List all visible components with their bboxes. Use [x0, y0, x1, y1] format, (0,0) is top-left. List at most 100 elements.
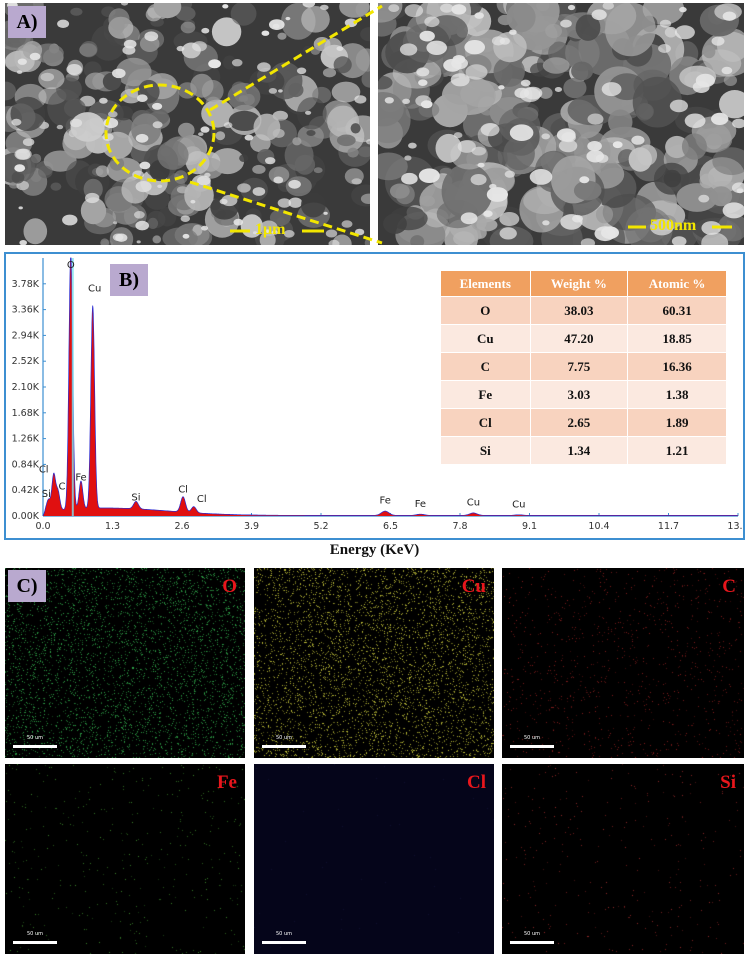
- sem-highlight: [669, 99, 688, 113]
- x-tick-label: 9.1: [522, 521, 537, 532]
- peak-label: Cu: [512, 499, 525, 510]
- sem-highlight: [684, 113, 706, 129]
- x-tick-label: 10.4: [588, 521, 609, 532]
- sem-grain: [249, 68, 285, 95]
- sem-highlight: [108, 110, 118, 118]
- sem-highlight: [404, 155, 412, 161]
- sem-highlight: [464, 40, 485, 55]
- sem-highlight: [602, 3, 614, 10]
- sem-highlight: [579, 176, 590, 184]
- sem-highlight: [190, 199, 196, 204]
- sem-grain: [153, 3, 182, 19]
- sem-grain: [38, 68, 65, 90]
- sem-highlight: [99, 97, 108, 104]
- sem-grain: [497, 14, 513, 26]
- sem-highlight: [499, 227, 517, 240]
- sem-grain: [719, 90, 744, 119]
- sem-grain: [503, 136, 535, 171]
- sem-highlight: [208, 59, 222, 69]
- sem-highlight: [305, 110, 312, 115]
- sem-left-scale-bar: 1μm: [228, 220, 328, 242]
- sem-highlight: [722, 11, 737, 21]
- sem-grain: [253, 113, 281, 141]
- map-element-label: C: [722, 576, 736, 597]
- table-cell: O: [440, 296, 531, 325]
- sem-highlight: [197, 175, 211, 186]
- sem-highlight: [16, 70, 23, 74]
- y-tick-label: 0.42K: [12, 485, 40, 496]
- sem-highlight: [474, 12, 484, 19]
- sem-highlight: [399, 43, 418, 56]
- sem-highlight: [443, 58, 462, 72]
- sem-highlight: [11, 118, 22, 126]
- table-cell: 7.75: [529, 352, 629, 381]
- sem-highlight: [285, 16, 291, 21]
- table-row: Cu 47.20 18.85: [440, 324, 727, 353]
- sem-highlight: [498, 85, 505, 90]
- sem-image-high-mag: [378, 3, 744, 245]
- sem-grain: [180, 21, 196, 34]
- sem-highlight: [731, 182, 744, 193]
- sem-highlight: [457, 140, 476, 153]
- sem-highlight: [509, 29, 517, 35]
- map-scale-bar: 50 um: [510, 735, 554, 748]
- panel-label-a: A): [8, 6, 46, 38]
- sem-left-scale-label: 1μm: [255, 221, 286, 238]
- sem-grain: [664, 26, 677, 38]
- sem-grain: [378, 152, 408, 181]
- sem-highlight: [520, 79, 531, 87]
- sem-grain: [95, 165, 109, 178]
- sem-grain: [50, 182, 62, 191]
- sem-grain: [100, 238, 110, 245]
- sem-highlight: [277, 198, 292, 208]
- sem-grain: [395, 184, 415, 205]
- sem-highlight: [288, 179, 301, 189]
- x-tick-label: 0.0: [35, 521, 50, 532]
- sem-highlight: [261, 30, 270, 36]
- sem-highlight: [650, 218, 674, 236]
- peak-label: Fe: [380, 496, 391, 507]
- element-map-fe: Fe 50 um: [5, 764, 245, 954]
- sem-highlight: [556, 128, 576, 142]
- sem-grain: [333, 56, 352, 74]
- table-row: Fe 3.03 1.38: [440, 380, 727, 409]
- sem-grain: [605, 3, 656, 57]
- sem-grain: [336, 134, 356, 147]
- sem-highlight: [325, 229, 338, 238]
- sem-highlight: [112, 233, 124, 241]
- sem-grain: [378, 75, 393, 90]
- sem-highlight: [440, 3, 454, 13]
- sem-highlight: [542, 220, 550, 226]
- sem-grain: [288, 82, 304, 98]
- sem-grain: [147, 217, 159, 229]
- sem-grain: [453, 231, 475, 245]
- peak-label: Fe: [415, 499, 426, 510]
- table-cell: 3.03: [529, 380, 629, 409]
- sem-grain: [355, 48, 370, 72]
- peak-label: Si: [42, 489, 51, 500]
- sem-highlight: [29, 52, 41, 61]
- zoom-connector-lines: [104, 4, 383, 245]
- sem-highlight: [120, 3, 129, 6]
- sem-highlight: [450, 73, 470, 87]
- sem-grain: [608, 109, 633, 135]
- sem-highlight: [732, 118, 744, 129]
- table-cell: 1.34: [529, 436, 629, 465]
- sem-grain: [383, 213, 407, 234]
- sem-grain: [211, 17, 242, 47]
- sem-grain: [300, 192, 326, 218]
- sem-highlight: [722, 202, 744, 219]
- sem-highlight: [408, 142, 417, 149]
- sem-highlight: [157, 184, 163, 188]
- sem-highlight: [701, 221, 722, 235]
- sem-highlight: [594, 226, 616, 242]
- table-header-row: Elements Weight % Atomic %: [440, 270, 727, 297]
- sem-grain: [179, 3, 193, 10]
- sem-highlight: [418, 168, 440, 183]
- table-header: Weight %: [529, 270, 629, 297]
- sem-grain: [410, 235, 425, 245]
- map-scale-text: 50 um: [524, 735, 540, 741]
- sem-highlight: [271, 230, 279, 235]
- sem-highlight: [580, 238, 595, 245]
- sem-highlight: [198, 132, 204, 137]
